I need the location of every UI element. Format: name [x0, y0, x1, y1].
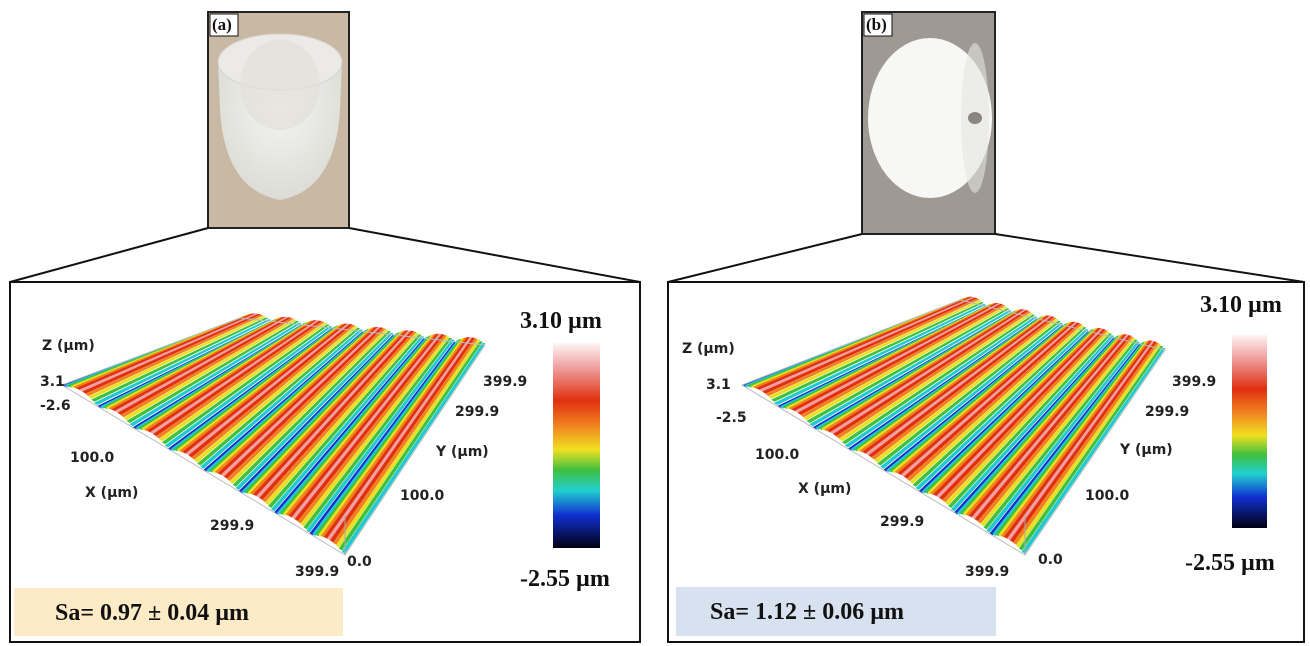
x-tick-label: 399.9	[295, 564, 339, 580]
photo-a	[208, 12, 349, 228]
x-tick-label: 399.9	[965, 564, 1009, 580]
colorbar-min: -2.55 µm	[520, 566, 610, 592]
x-tick-label: 299.9	[210, 518, 254, 534]
y-tick-label: 0.0	[1038, 552, 1063, 568]
y-tick-label: 399.9	[483, 374, 527, 390]
x-tick-label: 100.0	[70, 450, 115, 466]
z-max-label: 3.1	[706, 377, 731, 393]
x-tick-label: 100.0	[755, 447, 800, 463]
y-tick-label: 100.0	[400, 488, 445, 504]
colorbar	[553, 343, 600, 548]
z-min-label: -2.6	[40, 398, 71, 414]
y-tick-label: 0.0	[347, 554, 372, 570]
colorbar-min: -2.55 µm	[1185, 550, 1275, 576]
y-tick-label: 399.9	[1172, 374, 1216, 390]
y-axis-label: Y (µm)	[1119, 442, 1173, 458]
panel-label: (b)	[866, 15, 887, 34]
colorbar-max: 3.10 µm	[1200, 292, 1282, 318]
photo-b	[862, 12, 995, 234]
figure: (a) Z (µm) 3.1 -2.6 100.0 299.9 399.9 X (µm) 0.0…	[0, 0, 1310, 646]
roughness: Sa= 0.97 ± 0.04 µm	[55, 600, 249, 626]
y-axis-label: Y (µm)	[435, 444, 489, 460]
panel-label: (a)	[212, 15, 232, 34]
y-tick-label: 299.9	[455, 404, 499, 420]
x-axis-label: X (µm)	[85, 485, 138, 501]
z-max-label: 3.1	[40, 374, 65, 390]
z-axis-label: Z (µm)	[682, 341, 735, 357]
roughness: Sa= 1.12 ± 0.06 µm	[710, 599, 904, 625]
y-tick-label: 100.0	[1085, 488, 1130, 504]
colorbar-max: 3.10 µm	[520, 308, 602, 334]
z-min-label: -2.5	[716, 410, 747, 426]
x-tick-label: 299.9	[880, 514, 924, 530]
y-tick-label: 299.9	[1145, 404, 1189, 420]
z-axis-label: Z (µm)	[42, 338, 95, 354]
x-axis-label: X (µm)	[798, 481, 851, 497]
colorbar	[1232, 335, 1267, 528]
